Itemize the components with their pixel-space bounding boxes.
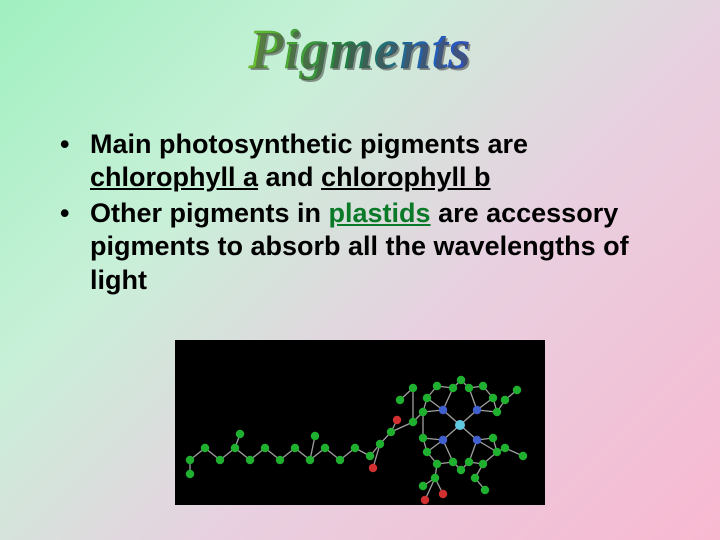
- bullet1-mid: and: [258, 162, 321, 192]
- slide-title: Pigments: [0, 0, 720, 82]
- term-chlorophyll-b: chlorophyll b: [321, 162, 491, 192]
- bullet1-pre: Main photosynthetic pigments are: [90, 129, 528, 159]
- bullet-item-1: Main photosynthetic pigments are chlorop…: [60, 128, 670, 195]
- bullet-item-2: Other pigments in plastids are accessory…: [60, 197, 670, 297]
- bullet-list: Main photosynthetic pigments are chlorop…: [0, 128, 720, 297]
- molecule-image: [175, 340, 545, 505]
- bullet2-pre: Other pigments in: [90, 198, 329, 228]
- term-plastids: plastids: [329, 198, 431, 228]
- molecule-svg: [175, 340, 545, 505]
- term-chlorophyll-a: chlorophyll a: [90, 162, 258, 192]
